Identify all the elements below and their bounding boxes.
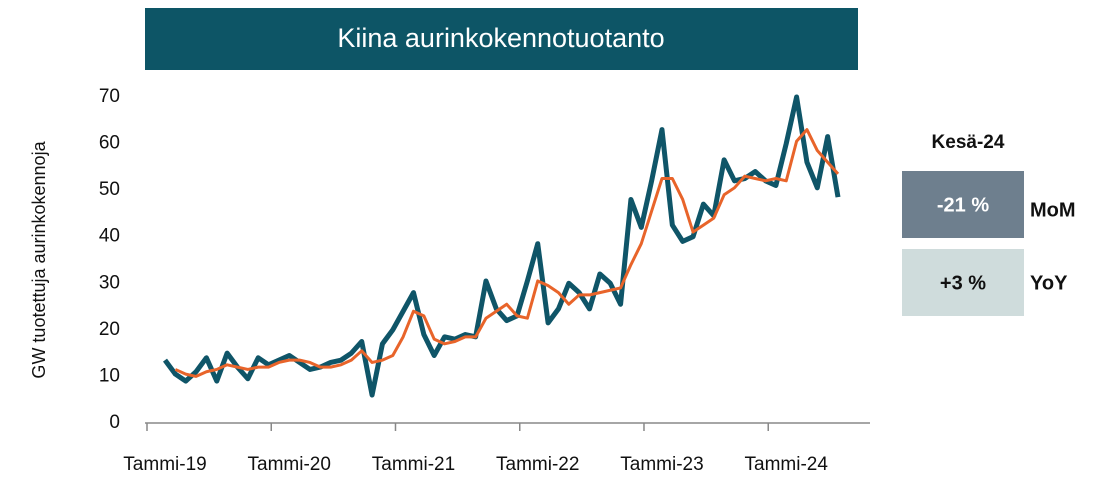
y-tick-label: 70 (99, 86, 120, 107)
series-line (174, 128, 840, 378)
y-tick-label: 40 (99, 226, 120, 247)
x-tick-label: Tammi-19 (123, 454, 206, 475)
y-tick-label: 50 (99, 179, 120, 200)
yoy-value: +3 % (940, 272, 986, 294)
x-tick-label: Tammi-20 (248, 454, 331, 475)
series-line (162, 94, 841, 398)
y-tick-label: 10 (99, 365, 120, 386)
mom-value: -21 % (937, 194, 989, 216)
x-tick-label: Tammi-23 (620, 454, 703, 475)
y-tick-label: 20 (99, 319, 120, 340)
title-banner (145, 8, 858, 70)
y-tick-label: 0 (109, 412, 120, 433)
chart-title: Kiina aurinkokennotuotanto (337, 23, 664, 53)
mom-label: MoM (1030, 199, 1076, 221)
y-tick-label: 30 (99, 272, 120, 293)
yoy-label: YoY (1030, 272, 1068, 294)
y-axis-label: GW tuotettuja aurinkokennoja (29, 140, 49, 378)
y-tick-label: 60 (99, 133, 120, 154)
mom-box (902, 171, 1024, 238)
x-tick-label: Tammi-24 (745, 454, 829, 475)
x-tick-label: Tammi-21 (372, 454, 455, 475)
panel-title: Kesä-24 (932, 132, 1005, 153)
yoy-box (902, 249, 1024, 316)
x-tick-label: Tammi-22 (496, 454, 579, 475)
